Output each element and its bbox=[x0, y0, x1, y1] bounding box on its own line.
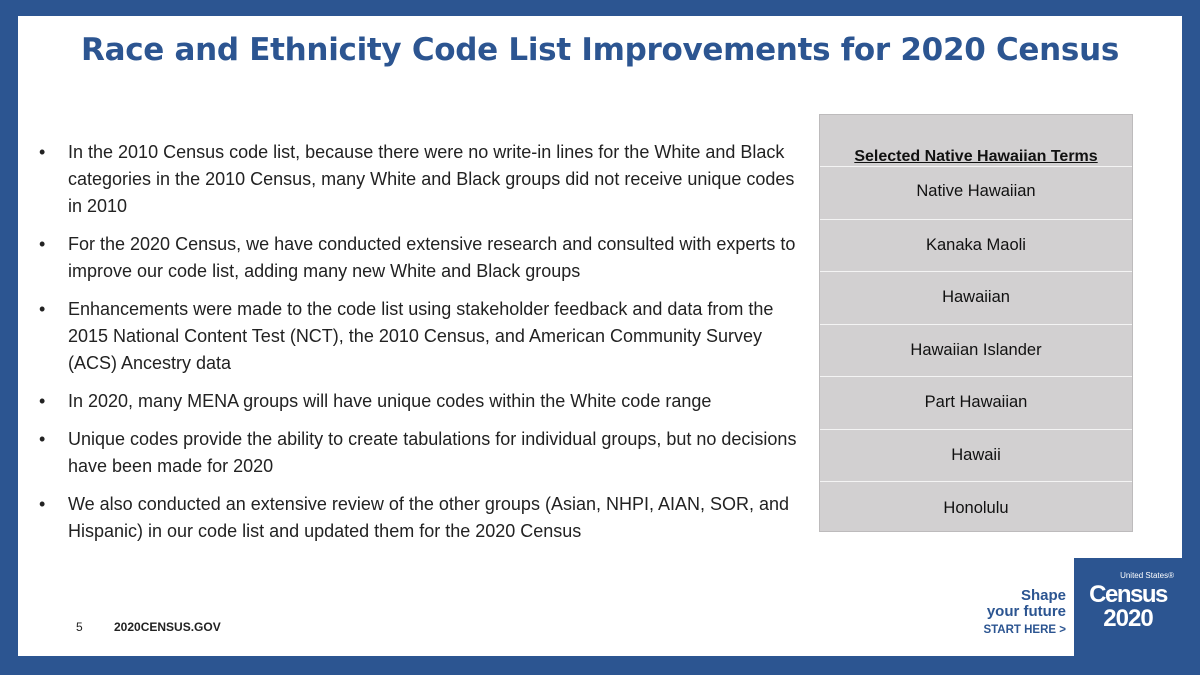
terms-table-row: Native Hawaiian bbox=[820, 167, 1132, 220]
slide-title: Race and Ethnicity Code List Improvement… bbox=[81, 32, 1119, 68]
logo-united-states: United States® bbox=[1120, 571, 1174, 580]
bullet-item: In the 2010 Census code list, because th… bbox=[38, 139, 808, 220]
census-2020-logo: United States® Census 2020 bbox=[1074, 558, 1182, 656]
page-number: 5 bbox=[76, 620, 83, 634]
terms-table-row: Hawaii bbox=[820, 430, 1132, 482]
native-hawaiian-terms-table: Selected Native Hawaiian Terms Native Ha… bbox=[819, 114, 1133, 532]
bullet-item: For the 2020 Census, we have conducted e… bbox=[38, 231, 808, 285]
bullet-item: We also conducted an extensive review of… bbox=[38, 491, 808, 545]
bullet-item: Enhancements were made to the code list … bbox=[38, 296, 808, 377]
logo-year: 2020 bbox=[1103, 605, 1153, 632]
logo-census-wordmark: Census bbox=[1089, 581, 1168, 608]
terms-table-row: Hawaiian Islander bbox=[820, 325, 1132, 377]
slide: Race and Ethnicity Code List Improvement… bbox=[18, 16, 1182, 656]
bullet-item: Unique codes provide the ability to crea… bbox=[38, 426, 808, 480]
tagline-line-1: Shape bbox=[1020, 587, 1066, 604]
terms-table-row: Kanaka Maoli bbox=[820, 220, 1132, 272]
terms-table-row: Honolulu bbox=[943, 498, 1009, 517]
bullet-list: In the 2010 Census code list, because th… bbox=[38, 139, 808, 556]
shape-your-future-tagline[interactable]: Shape your future START HERE > bbox=[966, 588, 1066, 639]
bullet-item: In 2020, many MENA groups will have uniq… bbox=[38, 388, 808, 415]
terms-table-row: Part Hawaiian bbox=[820, 377, 1132, 430]
terms-table-header: Selected Native Hawaiian Terms bbox=[820, 115, 1132, 167]
terms-table-row: Hawaiian bbox=[820, 272, 1132, 325]
start-here-link[interactable]: START HERE > bbox=[983, 624, 1066, 636]
website-link[interactable]: 2020CENSUS.GOV bbox=[114, 620, 221, 634]
tagline-line-2: your future bbox=[986, 603, 1066, 620]
